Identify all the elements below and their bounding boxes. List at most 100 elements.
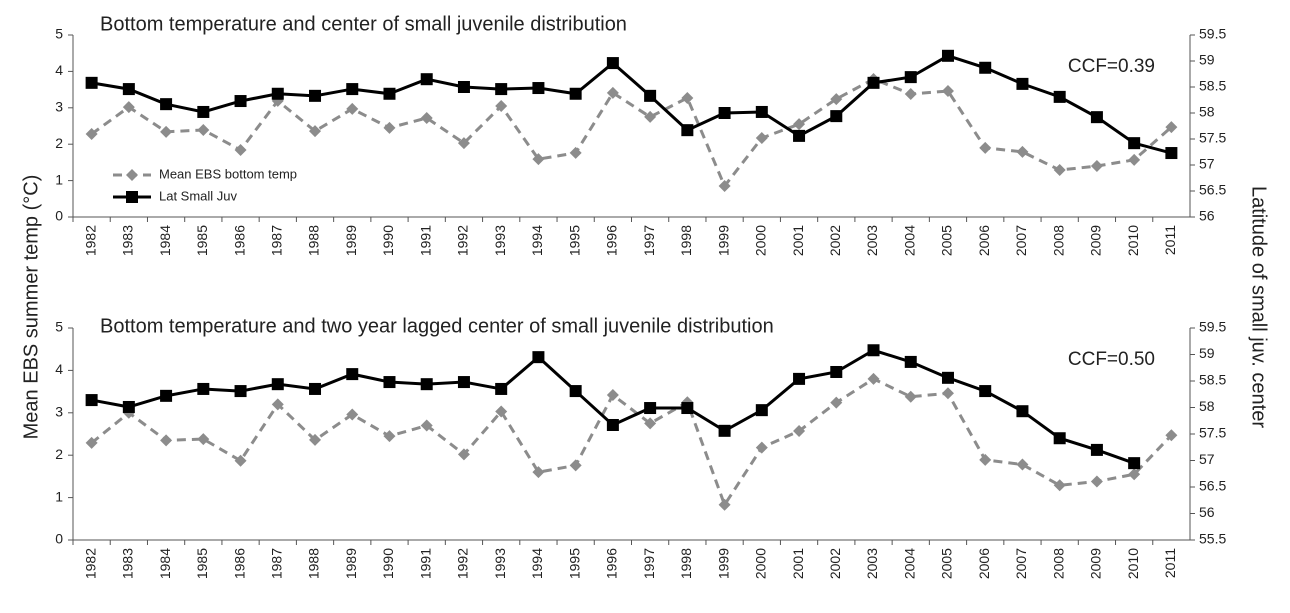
marker [197, 105, 210, 118]
marker [85, 436, 98, 449]
marker [420, 419, 433, 432]
marker [979, 61, 992, 74]
y-tick-label: 0 [55, 531, 63, 547]
marker [85, 394, 98, 407]
x-tick-label: 2009 [1088, 548, 1104, 579]
marker [1090, 443, 1103, 456]
marker [755, 404, 768, 417]
marker [1090, 160, 1103, 173]
x-tick-label: 2009 [1088, 225, 1104, 256]
marker [1128, 457, 1141, 470]
x-tick-label: 1982 [82, 225, 98, 256]
y2-tick-label: 57.5 [1199, 425, 1226, 441]
x-tick-label: 1991 [417, 225, 433, 256]
marker [793, 118, 806, 131]
marker [1053, 164, 1066, 177]
y2-tick-label: 58.5 [1199, 78, 1226, 94]
x-tick-label: 1986 [231, 548, 247, 579]
marker [1165, 429, 1178, 442]
x-tick-label: 2002 [827, 548, 843, 579]
marker [793, 129, 806, 142]
marker [793, 425, 806, 438]
legend-marker [126, 169, 138, 181]
y-axis-label: Mean EBS summer temp (°C) [20, 175, 42, 440]
x-tick-label: 1989 [343, 225, 359, 256]
marker [309, 382, 322, 395]
x-tick-label: 1984 [157, 548, 173, 579]
marker [457, 137, 470, 150]
x-tick-label: 1998 [678, 225, 694, 256]
marker [495, 382, 508, 395]
marker [1090, 111, 1103, 124]
marker [1165, 147, 1178, 160]
x-tick-label: 1995 [566, 225, 582, 256]
marker [644, 89, 657, 102]
marker [160, 125, 173, 138]
marker [532, 153, 545, 166]
marker [644, 417, 657, 430]
legend-label: Lat Small Juv [159, 188, 238, 203]
x-tick-label: 1992 [455, 225, 471, 256]
marker [271, 398, 284, 411]
x-tick-label: 2004 [901, 225, 917, 256]
x-tick-label: 1988 [306, 548, 322, 579]
marker [420, 111, 433, 124]
marker [1016, 458, 1029, 471]
marker [718, 424, 731, 437]
marker [1128, 153, 1141, 166]
marker [755, 441, 768, 454]
marker [85, 76, 98, 89]
marker [606, 57, 619, 70]
y2-axis-label: Latitude of small juv. center [1248, 186, 1270, 428]
marker [644, 110, 657, 123]
marker [904, 355, 917, 368]
x-tick-label: 1997 [641, 225, 657, 256]
marker [122, 400, 135, 413]
x-tick-label: 2001 [790, 548, 806, 579]
marker [979, 453, 992, 466]
x-tick-label: 2008 [1050, 225, 1066, 256]
x-tick-label: 2006 [976, 225, 992, 256]
marker [383, 430, 396, 443]
marker [941, 387, 954, 400]
y-tick-label: 2 [55, 135, 63, 151]
y2-tick-label: 59.5 [1199, 26, 1226, 42]
x-tick-label: 2000 [753, 548, 769, 579]
x-tick-label: 1994 [529, 548, 545, 579]
marker [532, 351, 545, 364]
marker [681, 124, 694, 137]
x-tick-label: 2006 [976, 548, 992, 579]
marker [122, 101, 135, 114]
marker [755, 105, 768, 118]
x-tick-label: 1985 [194, 548, 210, 579]
marker [979, 385, 992, 398]
y2-tick-label: 59 [1199, 345, 1215, 361]
marker [457, 376, 470, 389]
marker [941, 49, 954, 62]
series-line [90, 77, 1173, 190]
marker [1016, 77, 1029, 90]
marker [346, 408, 359, 421]
y2-tick-label: 56 [1199, 504, 1215, 520]
marker [495, 83, 508, 96]
marker [160, 389, 173, 402]
y2-tick-label: 56 [1199, 208, 1215, 224]
marker [420, 73, 433, 86]
series-line [90, 377, 1173, 509]
marker [420, 378, 433, 391]
marker [1053, 479, 1066, 492]
x-tick-label: 2005 [939, 548, 955, 579]
x-tick-label: 1999 [715, 225, 731, 256]
marker [904, 71, 917, 84]
x-tick-label: 1982 [82, 548, 98, 579]
y-tick-label: 0 [55, 208, 63, 224]
y2-tick-label: 59.5 [1199, 319, 1226, 335]
chart-title: Bottom temperature and two year lagged c… [100, 315, 774, 337]
y2-tick-label: 57.5 [1199, 130, 1226, 146]
marker [346, 368, 359, 381]
x-tick-label: 2010 [1125, 548, 1141, 579]
y-tick-label: 4 [55, 361, 63, 377]
marker [830, 365, 843, 378]
marker [197, 433, 210, 446]
